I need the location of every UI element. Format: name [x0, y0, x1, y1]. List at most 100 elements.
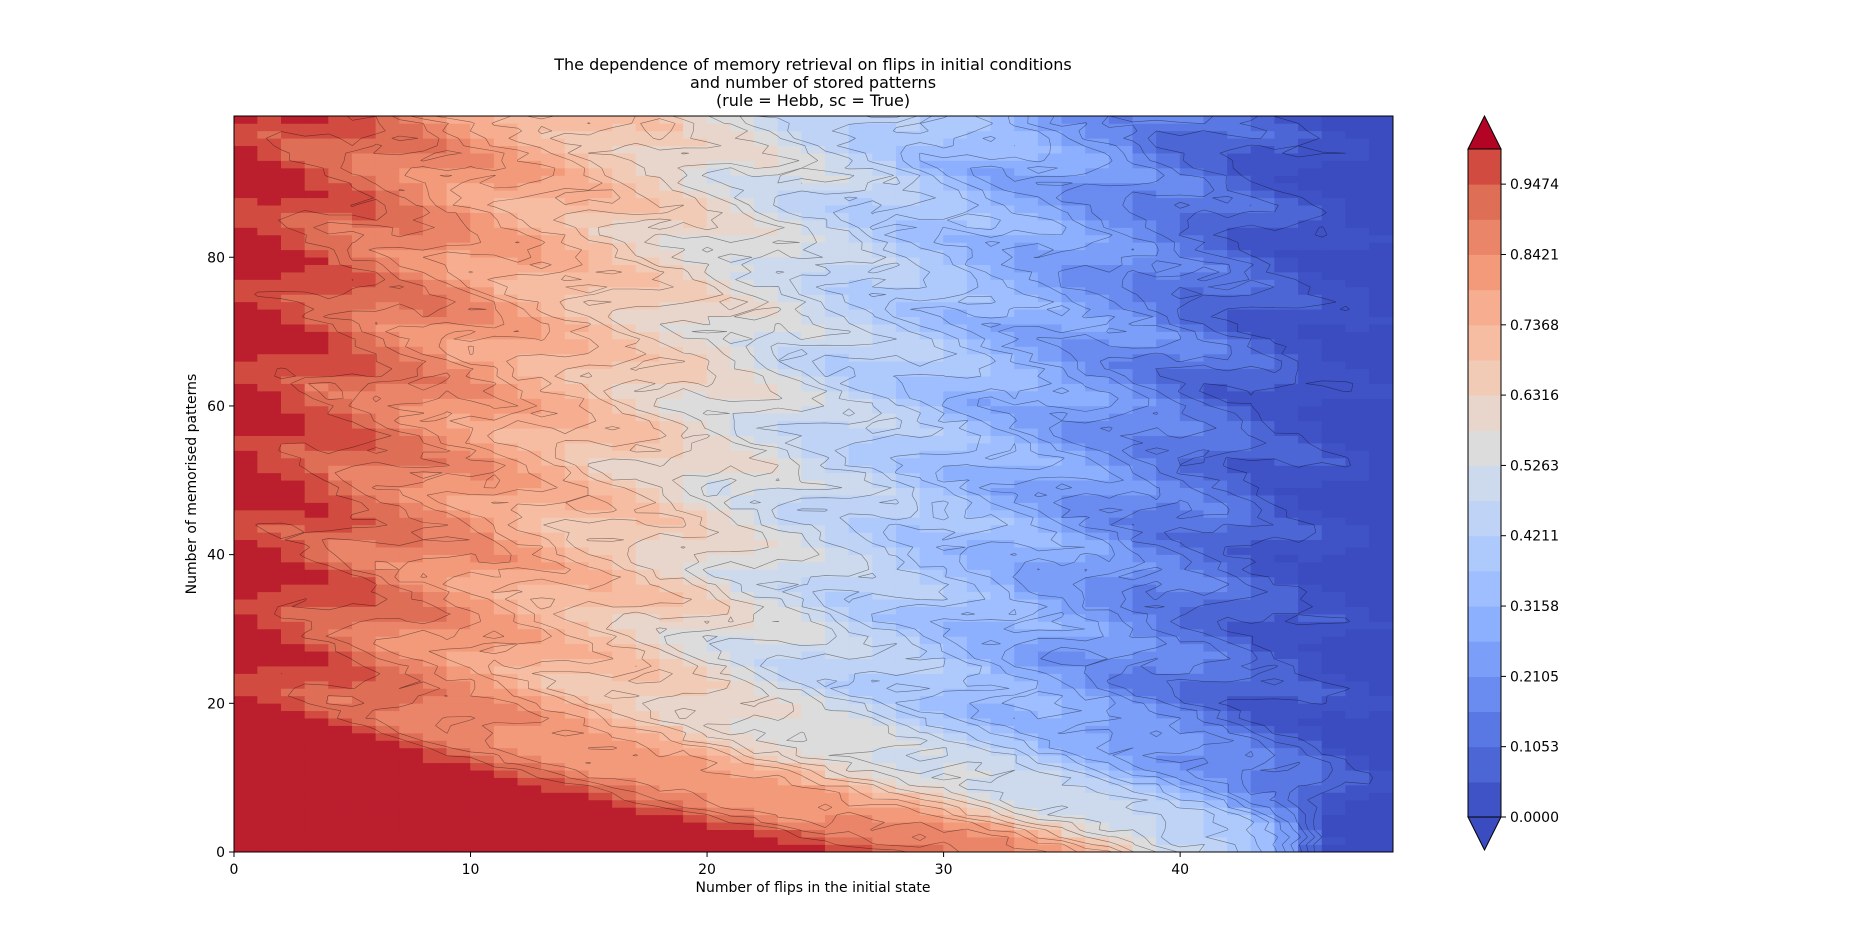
- contour-cell: [990, 584, 1015, 593]
- contour-cell: [1203, 145, 1228, 154]
- contour-cell: [848, 301, 873, 310]
- contour-cell: [304, 821, 329, 830]
- contour-cell: [588, 762, 613, 771]
- contour-cell: [446, 524, 471, 533]
- contour-cell: [1298, 479, 1323, 489]
- contour-cell: [1179, 636, 1205, 645]
- contour-cell: [1156, 688, 1181, 697]
- contour-cell: [801, 487, 826, 496]
- contour-cell: [1274, 598, 1299, 607]
- contour-cell: [777, 271, 802, 280]
- contour-cell: [281, 539, 306, 548]
- contour-cell: [777, 204, 802, 213]
- contour-cell: [1369, 650, 1394, 659]
- contour-cell: [233, 234, 258, 243]
- contour-cell: [1227, 554, 1252, 563]
- contour-cell: [1369, 636, 1394, 645]
- contour-cell: [446, 502, 471, 511]
- contour-cell: [706, 740, 732, 749]
- contour-cell: [233, 747, 258, 756]
- contour-cell: [1037, 688, 1063, 697]
- contour-cell: [1037, 375, 1063, 384]
- contour-cell: [659, 383, 684, 392]
- contour-cell: [659, 487, 684, 496]
- contour-cell: [1085, 457, 1110, 466]
- contour-cell: [233, 212, 258, 221]
- contour-cell: [943, 294, 968, 303]
- contour-cell: [446, 606, 471, 615]
- contour-cell: [304, 717, 329, 726]
- contour-cell: [588, 190, 613, 199]
- contour-cell: [1014, 479, 1039, 489]
- contour-cell: [659, 375, 684, 384]
- contour-cell: [304, 413, 329, 422]
- contour-cell: [612, 346, 637, 355]
- contour-cell: [1156, 554, 1181, 563]
- contour-cell: [422, 710, 448, 719]
- contour-cell: [1108, 420, 1134, 429]
- contour-cell: [541, 576, 566, 585]
- contour-cell: [281, 234, 306, 243]
- contour-cell: [1274, 509, 1299, 518]
- contour-cell: [730, 279, 755, 288]
- contour-cell: [588, 308, 613, 318]
- contour-cell: [233, 435, 258, 444]
- contour-cell: [801, 554, 826, 563]
- contour-cell: [1298, 829, 1323, 838]
- contour-cell: [825, 479, 850, 489]
- contour-cell: [422, 725, 448, 734]
- contour-cell: [517, 576, 542, 585]
- contour-cell: [328, 190, 353, 199]
- contour-cell: [659, 160, 684, 169]
- contour-cell: [1085, 219, 1110, 228]
- contour-cell: [990, 539, 1015, 548]
- contour-cell: [1250, 160, 1276, 169]
- contour-cell: [943, 695, 968, 704]
- contour-cell: [872, 821, 897, 830]
- contour-cell: [446, 829, 471, 838]
- contour-line: [530, 115, 1123, 853]
- contour-cell: [777, 182, 802, 191]
- contour-cell: [1108, 175, 1134, 184]
- contour-cell: [1203, 613, 1228, 622]
- contour-cell: [422, 740, 448, 749]
- contour-cell: [990, 204, 1015, 213]
- contour-cell: [517, 130, 542, 139]
- contour-cell: [1345, 792, 1370, 801]
- contour-cell: [1179, 294, 1205, 303]
- contour-cell: [541, 390, 566, 399]
- contour-cell: [943, 279, 968, 288]
- colorbar-tick-label: 0.1053: [1510, 740, 1559, 756]
- contour-cell: [564, 435, 590, 444]
- contour-cell: [351, 450, 377, 459]
- contour-cell: [351, 138, 377, 147]
- contour-cell: [1369, 613, 1394, 622]
- contour-cell: [730, 650, 755, 659]
- contour-cell: [1179, 814, 1205, 823]
- contour-cell: [1321, 628, 1346, 637]
- contour-cell: [848, 123, 873, 132]
- contour-cell: [328, 204, 353, 213]
- contour-cell: [872, 219, 897, 228]
- contour-cell: [375, 398, 400, 407]
- contour-cell: [564, 509, 590, 518]
- contour-cell: [754, 167, 779, 176]
- contour-cell: [825, 502, 850, 511]
- contour-cell: [1203, 457, 1228, 466]
- contour-cell: [1227, 242, 1252, 251]
- contour-cell: [777, 479, 802, 489]
- contour-cell: [375, 747, 400, 756]
- contour-cell: [943, 747, 968, 756]
- contour-cell: [1321, 212, 1346, 221]
- contour-cell: [706, 227, 732, 236]
- contour-cell: [517, 138, 542, 147]
- contour-cell: [281, 212, 306, 221]
- contour-cell: [659, 442, 684, 451]
- contour-cell: [328, 509, 353, 518]
- contour-cell: [1132, 115, 1157, 124]
- contour-cell: [1179, 539, 1205, 548]
- contour-cell: [683, 152, 708, 161]
- contour-cell: [446, 762, 471, 771]
- contour-cell: [919, 346, 944, 355]
- contour-cell: [635, 650, 661, 659]
